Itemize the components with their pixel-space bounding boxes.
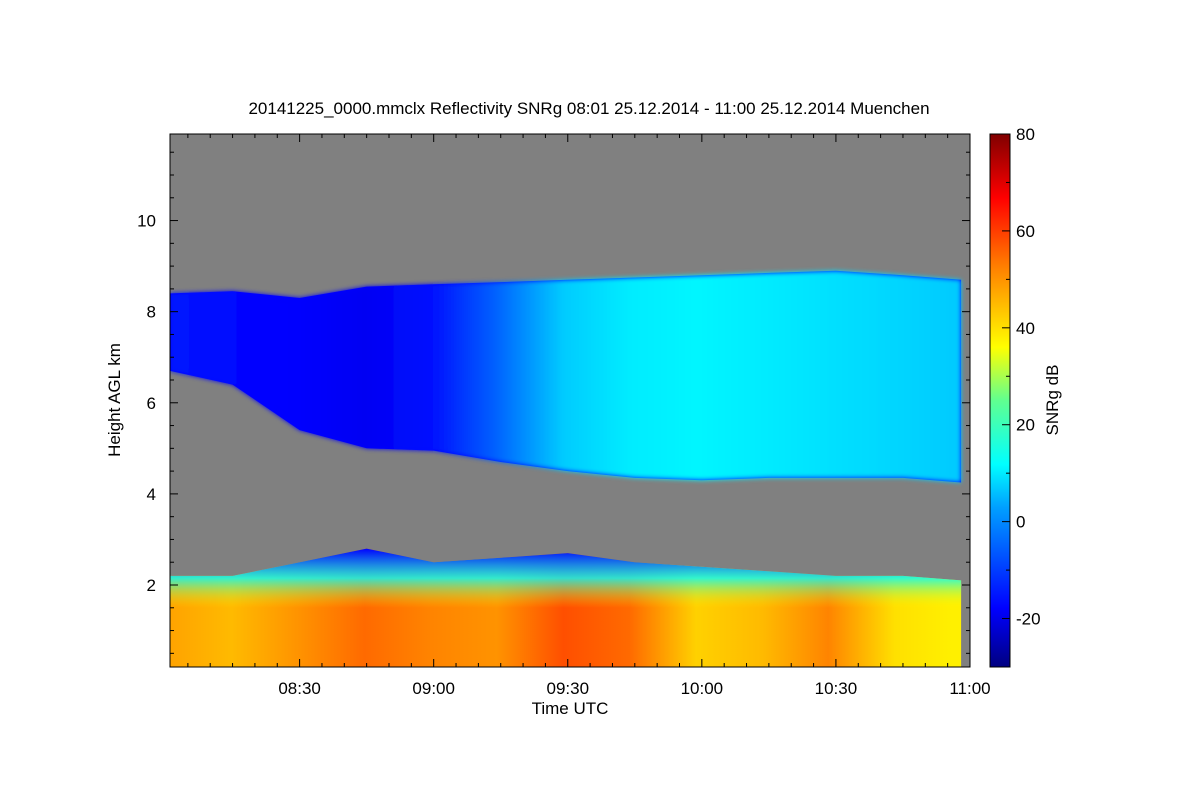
y-tick-label: 8 [147, 303, 156, 322]
x-tick-label: 08:30 [278, 679, 321, 698]
x-axis-label: Time UTC [532, 699, 609, 718]
y-tick-label: 6 [147, 394, 156, 413]
colorbar-tick-label: -20 [1016, 610, 1041, 629]
x-tick-label: 10:30 [815, 679, 858, 698]
colorbar-gradient [989, 133, 1011, 668]
y-tick-label: 4 [147, 485, 156, 504]
x-tick-label: 09:00 [412, 679, 455, 698]
x-tick-label: 10:00 [681, 679, 724, 698]
chart-title: 20141225_0000.mmclx Reflectivity SNRg 08… [248, 99, 929, 118]
colorbar-label: SNRg dB [1043, 365, 1062, 436]
plot-area [169, 133, 971, 668]
data-layers [170, 270, 962, 667]
colorbar: -20 0 20 40 60 80 SNRg dB [989, 125, 1062, 668]
y-tick-label: 10 [137, 212, 156, 231]
y-tick-label: 2 [147, 576, 156, 595]
colorbar-tick-label: 20 [1016, 416, 1035, 435]
colorbar-ticks: -20 0 20 40 60 80 [1002, 125, 1041, 668]
colorbar-tick-label: 80 [1016, 125, 1035, 144]
colorbar-tick-label: 0 [1016, 513, 1025, 532]
x-tick-label: 11:00 [949, 679, 990, 698]
x-axis: 08:30 09:00 09:30 10:00 10:30 11:00 [187, 134, 991, 698]
upper-cloud-layer [170, 270, 962, 483]
colorbar-tick-label: 60 [1016, 222, 1035, 241]
y-axis: 2 4 6 8 10 [137, 151, 970, 654]
y-axis-label: Height AGL km [105, 343, 124, 457]
plot-frame [169, 133, 971, 668]
lower-precip-top-edge [170, 548, 962, 667]
colorbar-tick-label: 40 [1016, 319, 1035, 338]
x-tick-label: 09:30 [546, 679, 589, 698]
